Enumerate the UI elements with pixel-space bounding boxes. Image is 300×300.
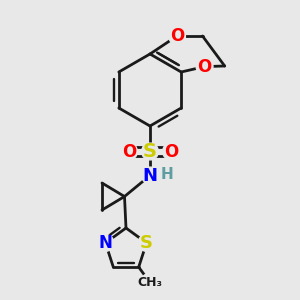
Text: O: O <box>197 58 212 76</box>
Text: O: O <box>122 142 136 160</box>
Circle shape <box>97 235 114 251</box>
Circle shape <box>141 273 160 292</box>
Text: O: O <box>170 27 184 45</box>
Text: O: O <box>164 142 178 160</box>
Text: S: S <box>140 234 153 252</box>
Text: CH₃: CH₃ <box>138 276 163 290</box>
Circle shape <box>142 167 158 184</box>
Circle shape <box>158 166 175 182</box>
Circle shape <box>196 58 213 75</box>
Text: H: H <box>160 167 173 182</box>
Text: N: N <box>98 234 112 252</box>
Text: N: N <box>142 167 158 184</box>
Circle shape <box>142 143 158 160</box>
Circle shape <box>163 143 179 160</box>
Circle shape <box>138 235 155 251</box>
Text: S: S <box>143 142 157 161</box>
Circle shape <box>169 28 185 44</box>
Circle shape <box>121 143 137 160</box>
